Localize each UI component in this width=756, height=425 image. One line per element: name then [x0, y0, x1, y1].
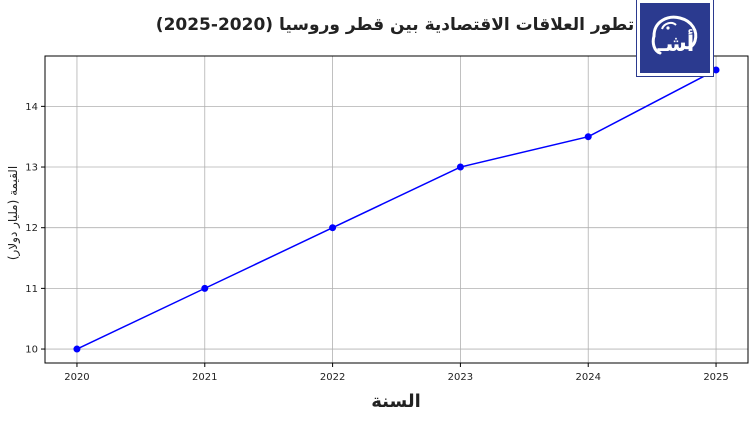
y-tick-label: 14	[25, 102, 38, 113]
series-line	[76, 69, 717, 350]
y-tick-label: 13	[25, 163, 38, 174]
y-tick-label: 11	[25, 284, 38, 295]
data-point	[456, 163, 464, 171]
x-tick-label: 2024	[576, 372, 601, 383]
x-tick-label: 2022	[320, 372, 345, 383]
y-axis-label: القيمة (مليار دولار)	[6, 166, 21, 260]
x-axis-label: السنة	[371, 391, 421, 412]
data-point	[712, 66, 720, 74]
y-axis-ticks: 10 11 12 13 14	[25, 102, 45, 356]
data-point	[201, 284, 209, 292]
x-tick-label: 2021	[192, 372, 217, 383]
x-tick-label: 2025	[703, 372, 728, 383]
data-point	[584, 133, 592, 141]
plot-frame	[44, 55, 749, 364]
grid-lines	[45, 56, 748, 363]
data-point	[73, 345, 81, 353]
series-marks	[73, 66, 720, 353]
data-point	[329, 224, 337, 232]
chart-title: تطور العلاقات الاقتصادية بين قطر وروسيا …	[156, 15, 634, 35]
x-tick-label: 2020	[64, 372, 89, 383]
elephant-logo-icon: أشـ	[651, 15, 698, 57]
brand-logo: أشـ	[636, 0, 714, 77]
y-tick-label: 10	[25, 345, 38, 356]
x-tick-label: 2023	[448, 372, 473, 383]
x-axis-ticks: 2020 2021 2022 2023 2024 2025	[64, 363, 729, 383]
logo-text: أشـ	[657, 28, 695, 57]
y-tick-label: 12	[25, 223, 38, 234]
